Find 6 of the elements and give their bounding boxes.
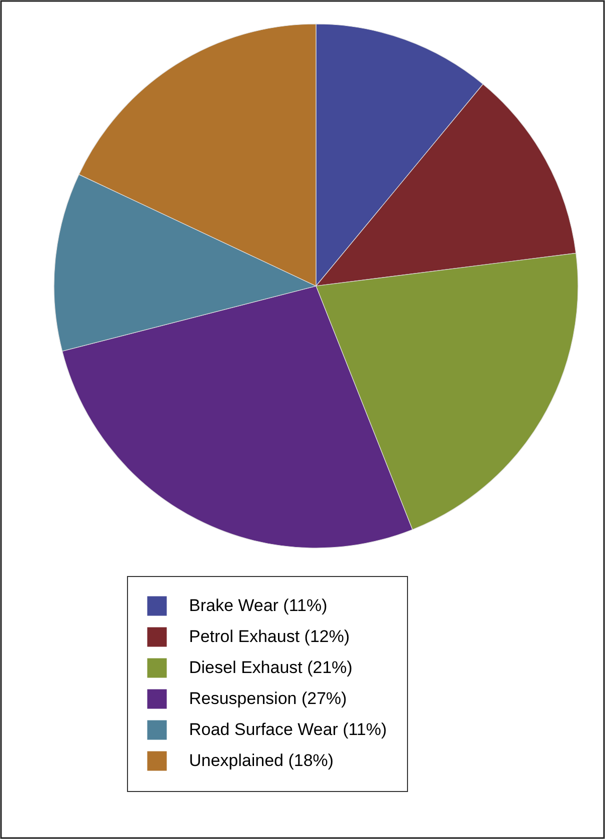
legend-label: Petrol Exhaust (12%): [189, 627, 350, 646]
legend-label: Diesel Exhaust (21%): [189, 658, 352, 677]
legend-label: Brake Wear (11%): [189, 596, 328, 615]
legend-label: Unexplained (18%): [189, 751, 334, 770]
legend-label: Resuspension (27%): [189, 689, 347, 708]
legend-label: Road Surface Wear (11%): [189, 720, 387, 739]
